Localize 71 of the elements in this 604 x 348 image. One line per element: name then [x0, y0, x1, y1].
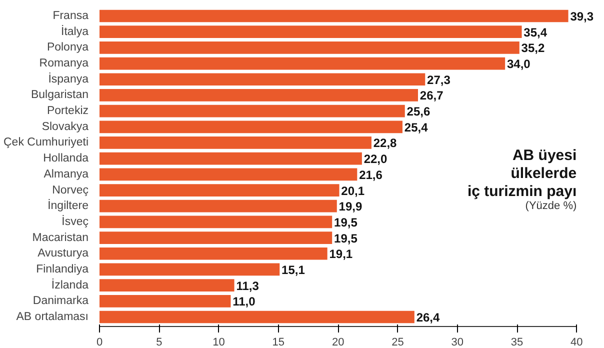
data-label: 39,3	[570, 10, 594, 24]
data-label: 27,3	[427, 72, 451, 87]
x-tick-label: 25	[392, 336, 404, 348]
data-label: 25,4	[404, 120, 428, 134]
y-tick-label: İngiltere	[48, 199, 89, 212]
x-tick-label: 15	[272, 336, 285, 348]
data-label: 26,4	[416, 310, 440, 324]
data-label: 34,0	[506, 57, 531, 72]
x-tick-label: 35	[510, 336, 524, 348]
y-tick-label: İsveç	[62, 214, 89, 228]
x-tick-label: 40	[570, 336, 583, 348]
data-label: 35,2	[521, 41, 545, 56]
data-label: 11,0	[232, 294, 256, 309]
y-tick-label: Polonya	[46, 42, 90, 54]
data-label: 26,7	[420, 88, 444, 103]
bar	[100, 89, 418, 102]
y-tick-label: Finlandiya	[36, 263, 90, 276]
y-tick-label: AB ortalaması	[16, 310, 89, 323]
bar	[100, 73, 426, 86]
data-label: 15,1	[282, 262, 306, 277]
data-label: 25,6	[406, 104, 430, 119]
bar	[100, 57, 506, 70]
data-label: 19,9	[338, 200, 362, 214]
y-tick-label: İspanya	[48, 72, 90, 86]
y-tick-label: Bulgaristan	[30, 89, 89, 102]
data-label: 20,1	[341, 184, 365, 198]
x-tick-label: 0	[96, 336, 103, 348]
bar	[100, 279, 234, 292]
bar	[100, 120, 402, 134]
x-tick-label: 30	[451, 336, 464, 348]
x-tick-label: 5	[156, 336, 162, 348]
bar	[100, 216, 332, 228]
y-tick-label: Norveç	[52, 184, 89, 196]
data-label: 21,6	[359, 168, 383, 182]
data-label: 11,3	[236, 278, 260, 293]
bar	[100, 247, 328, 260]
y-tick-label: Slovakya	[42, 120, 90, 133]
y-tick-label: Almanya	[44, 168, 90, 180]
bar	[100, 310, 414, 324]
bar	[100, 184, 340, 196]
bar	[100, 42, 520, 54]
y-tick-label: Fransa	[52, 10, 90, 22]
bar	[100, 200, 337, 212]
y-tick-label: Romanya	[39, 58, 90, 70]
data-label: 19,5	[334, 231, 358, 246]
bar	[100, 294, 231, 308]
bar	[100, 263, 280, 276]
data-label: 22,0	[364, 152, 388, 166]
data-label: 19,1	[329, 247, 353, 262]
y-tick-label: Avusturya	[38, 248, 90, 260]
y-tick-label: Portekiz	[46, 105, 89, 118]
bar	[100, 136, 372, 149]
data-label: 35,4	[524, 25, 548, 40]
text: (Yüzde %)	[525, 200, 577, 212]
bar	[100, 10, 568, 22]
y-tick-label: İzlanda	[51, 278, 90, 292]
y-tick-label: Danimarka	[32, 295, 90, 308]
data-label: 19,5	[334, 215, 358, 230]
bar	[100, 168, 358, 181]
y-tick-label: Macaristan	[32, 232, 89, 244]
y-tick-label: Çek Cumhuriyeti	[4, 136, 88, 149]
y-tick-label: Hollanda	[43, 152, 90, 165]
y-tick-label: İtalya	[61, 24, 90, 38]
bar	[100, 104, 405, 118]
x-tick-label: 20	[332, 336, 344, 348]
bar	[100, 26, 522, 38]
data-label: 22,8	[373, 136, 398, 150]
x-tick-label: 10	[212, 336, 225, 348]
bar	[100, 232, 332, 244]
bar	[100, 152, 362, 165]
text: AB üyesi ülkelerde iç turizmin payı	[467, 147, 577, 200]
